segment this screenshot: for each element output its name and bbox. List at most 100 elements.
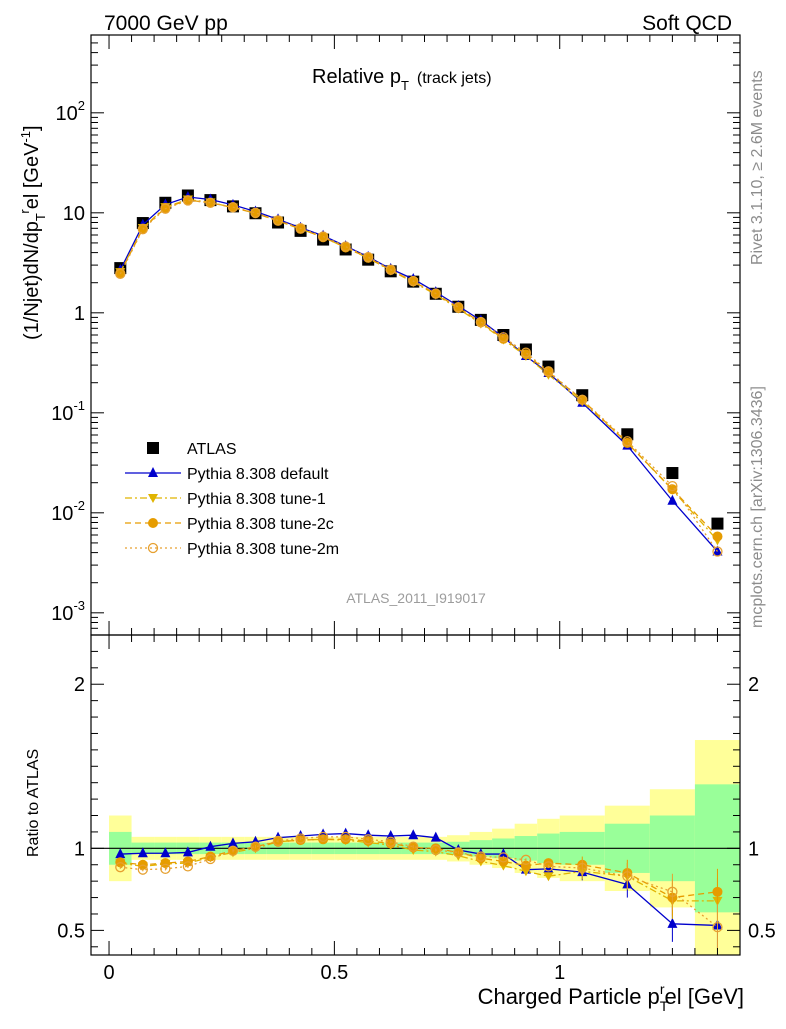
y-tick-label: 10-3 xyxy=(51,598,85,625)
data-point xyxy=(577,394,588,405)
data-point xyxy=(182,195,193,206)
data-point xyxy=(385,264,396,275)
data-point xyxy=(250,208,261,219)
ratio-point xyxy=(227,845,239,856)
data-point xyxy=(137,224,148,235)
data-point xyxy=(317,231,329,242)
ratio-point xyxy=(430,831,441,842)
data-point xyxy=(273,215,284,226)
data-point xyxy=(666,467,679,480)
header-left: 7000 GeV pp xyxy=(104,12,228,35)
x-tick-label: 1 xyxy=(554,962,565,984)
title-paren: (track jets) xyxy=(417,70,492,87)
data-point xyxy=(667,484,678,495)
ratio-y-tick-label: 2 xyxy=(74,674,85,696)
legend-marker xyxy=(148,494,158,503)
ratio-point xyxy=(182,846,193,857)
series-4 xyxy=(115,195,723,557)
data-point xyxy=(711,517,724,530)
y-tick-label: 10 xyxy=(63,203,85,225)
legend-label: Pythia 8.308 tune-2m xyxy=(187,541,339,558)
y-tick-label: 10-1 xyxy=(51,398,85,425)
ratio-point xyxy=(543,858,554,869)
header-right: Soft QCD xyxy=(642,12,732,35)
ratio-point xyxy=(363,834,374,845)
ratio-point xyxy=(295,833,306,844)
ratio-point xyxy=(205,851,216,862)
ratio-point xyxy=(543,861,554,872)
ratio-series-3 xyxy=(115,831,723,951)
ratio-point xyxy=(408,841,419,852)
y-tick-label: 10-2 xyxy=(51,498,85,525)
ratio-point xyxy=(543,872,554,882)
series-line xyxy=(119,199,718,537)
ratio-point xyxy=(667,886,678,897)
ratio-point xyxy=(622,871,633,882)
ratio-point xyxy=(453,847,464,858)
mcplots-label: mcplots.cern.ch [arXiv:1306.3436] xyxy=(749,386,766,628)
series-line xyxy=(119,198,718,541)
data-point xyxy=(453,301,464,313)
ratio-y-axis-label: Ratio to ATLAS xyxy=(25,749,42,857)
data-point xyxy=(667,480,678,492)
ratio-point xyxy=(385,836,396,847)
ratio-line xyxy=(120,838,718,902)
data-point xyxy=(475,316,487,328)
ratio-line xyxy=(120,836,718,928)
ratio-plot-frame xyxy=(90,634,741,956)
ratio-point xyxy=(160,863,171,874)
ratio-line xyxy=(120,838,718,899)
legend-label: Pythia 8.308 default xyxy=(187,466,329,483)
data-point xyxy=(295,223,306,234)
data-point xyxy=(182,195,194,206)
data-point xyxy=(160,203,171,214)
data-point xyxy=(667,494,678,505)
main-panel: 10-3 10-2 10-1 1 10 102 xyxy=(51,34,741,636)
x-axis-label: Charged Particle pTrel [GeV] xyxy=(478,981,744,1014)
x-tick-label: 0.5 xyxy=(320,962,348,984)
data-point xyxy=(340,241,351,252)
legend-label: Pythia 8.308 tune-1 xyxy=(187,491,326,508)
data-point xyxy=(115,268,126,280)
ratio-point xyxy=(137,847,148,858)
ratio-y-tick-label-right: 1 xyxy=(748,838,759,860)
ratio-point xyxy=(340,831,351,842)
ratio-point xyxy=(160,847,171,858)
data-point xyxy=(250,207,261,218)
ratio-line xyxy=(120,832,718,927)
ratio-point xyxy=(205,840,216,851)
data-point xyxy=(520,347,532,358)
ratio-point xyxy=(115,848,126,859)
legend-marker xyxy=(147,542,159,554)
title-main: Relative p xyxy=(312,66,401,88)
ratio-point xyxy=(520,854,532,865)
ratio-point xyxy=(137,864,148,875)
y-tick-label: 1 xyxy=(74,303,85,325)
series-line xyxy=(119,199,719,552)
ratio-y-tick-label-right: 2 xyxy=(748,674,759,696)
data-point xyxy=(227,201,239,213)
ratio-point xyxy=(475,851,487,862)
data-point xyxy=(712,531,723,542)
ratio-point xyxy=(340,834,351,845)
main-y-axis-label: (1/Njet)dN/dpTrel [GeV-1] xyxy=(17,125,48,340)
ratio-point xyxy=(712,886,723,897)
ratio-point xyxy=(272,835,284,847)
ratio-point xyxy=(205,853,216,865)
ratio-y-tick-label: 1 xyxy=(74,838,85,860)
title-sub: T xyxy=(401,78,409,93)
legend-label: Pythia 8.308 tune-2c xyxy=(187,516,334,533)
ratio-point xyxy=(667,917,678,928)
ratio-point xyxy=(408,829,419,840)
ratio-point xyxy=(712,921,723,933)
data-point xyxy=(205,197,216,208)
rivet-label: Rivet 3.1.10, ≥ 2.6M events xyxy=(749,70,766,265)
legend-label: ATLAS xyxy=(187,441,237,458)
ratio-y-tick-label: 0.5 xyxy=(57,920,85,942)
legend: ATLAS Pythia 8.308 default Pythia 8.308 tu… xyxy=(125,441,339,558)
data-point xyxy=(430,288,441,299)
analysis-label: ATLAS_2011_I919017 xyxy=(346,590,486,606)
x-tick-label: 0 xyxy=(103,962,114,984)
